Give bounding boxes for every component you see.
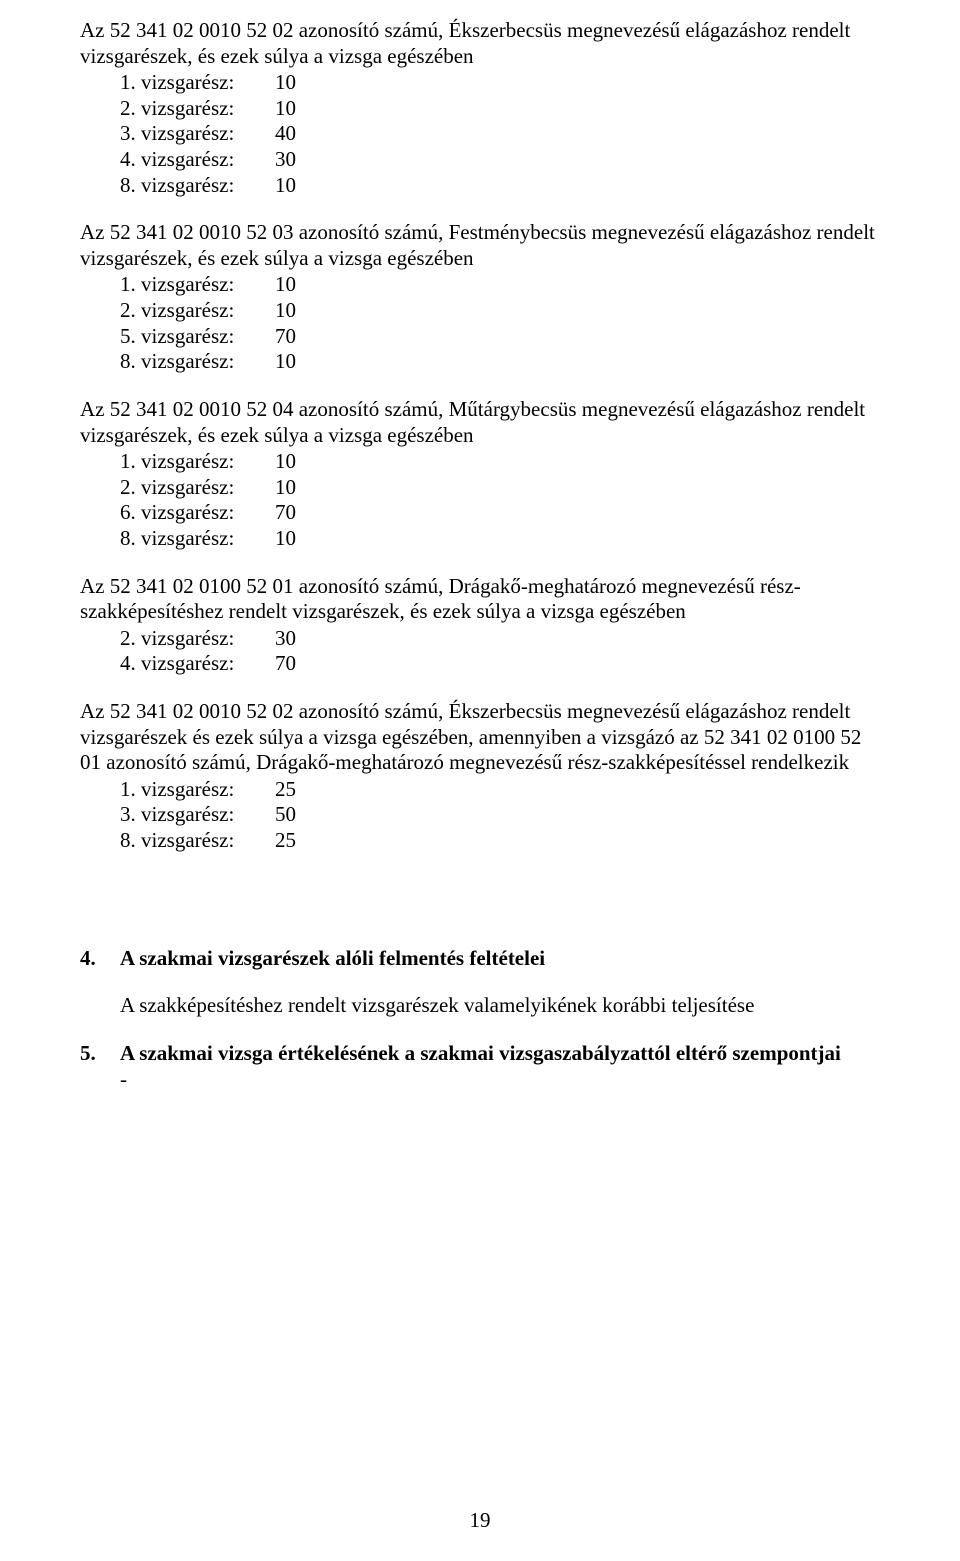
row-value: 10: [275, 298, 315, 324]
row-label: 2. vizsgarész:: [80, 96, 275, 122]
row-value: 10: [275, 96, 315, 122]
row-label: 8. vizsgarész:: [80, 526, 275, 552]
row-value: 30: [275, 147, 315, 173]
row-value: 10: [275, 526, 315, 552]
row-label: 1. vizsgarész:: [80, 70, 275, 96]
section-number: 5.: [80, 1041, 120, 1067]
block-intro: Az 52 341 02 0010 52 04 azonosító számú,…: [80, 397, 880, 448]
weight-row: 2. vizsgarész: 10: [80, 96, 880, 122]
row-value: 25: [275, 828, 315, 854]
weight-row: 1. vizsgarész: 10: [80, 272, 880, 298]
row-value: 70: [275, 324, 315, 350]
weight-row: 2. vizsgarész: 10: [80, 475, 880, 501]
section-5-heading: 5. A szakmai vizsga értékelésének a szak…: [80, 1041, 880, 1067]
row-value: 10: [275, 449, 315, 475]
weight-row: 2. vizsgarész: 10: [80, 298, 880, 324]
row-value: 70: [275, 500, 315, 526]
row-label: 1. vizsgarész:: [80, 272, 275, 298]
weight-row: 3. vizsgarész: 40: [80, 121, 880, 147]
spacer: [80, 876, 880, 946]
weight-rows: 1. vizsgarész: 25 3. vizsgarész: 50 8. v…: [80, 777, 880, 854]
weight-row: 1. vizsgarész: 10: [80, 449, 880, 475]
weight-row: 5. vizsgarész: 70: [80, 324, 880, 350]
section-4-heading: 4. A szakmai vizsgarészek alóli felmenté…: [80, 946, 880, 972]
row-value: 10: [275, 349, 315, 375]
weight-row: 4. vizsgarész: 70: [80, 651, 880, 677]
page-number: 19: [0, 1508, 960, 1533]
block-intro: Az 52 341 02 0010 52 03 azonosító számú,…: [80, 220, 880, 271]
row-label: 2. vizsgarész:: [80, 475, 275, 501]
row-value: 30: [275, 626, 315, 652]
row-label: 8. vizsgarész:: [80, 173, 275, 199]
weight-rows: 1. vizsgarész: 10 2. vizsgarész: 10 3. v…: [80, 70, 880, 198]
row-label: 4. vizsgarész:: [80, 651, 275, 677]
row-value: 10: [275, 475, 315, 501]
block-intro: Az 52 341 02 0100 52 01 azonosító számú,…: [80, 574, 880, 625]
weight-row: 1. vizsgarész: 25: [80, 777, 880, 803]
section-title: A szakmai vizsga értékelésének a szakmai…: [120, 1041, 841, 1067]
row-label: 3. vizsgarész:: [80, 121, 275, 147]
section-title: A szakmai vizsgarészek alóli felmentés f…: [120, 946, 545, 972]
row-label: 4. vizsgarész:: [80, 147, 275, 173]
weight-row: 8. vizsgarész: 10: [80, 173, 880, 199]
row-value: 10: [275, 272, 315, 298]
block-intro: Az 52 341 02 0010 52 02 azonosító számú,…: [80, 18, 880, 69]
weight-row: 3. vizsgarész: 50: [80, 802, 880, 828]
section-5-dash: -: [80, 1067, 880, 1093]
weight-row: 2. vizsgarész: 30: [80, 626, 880, 652]
weight-row: 4. vizsgarész: 30: [80, 147, 880, 173]
row-value: 70: [275, 651, 315, 677]
section-4-body: A szakképesítéshez rendelt vizsgarészek …: [80, 993, 880, 1019]
weight-row: 1. vizsgarész: 10: [80, 70, 880, 96]
row-label: 6. vizsgarész:: [80, 500, 275, 526]
section-number: 4.: [80, 946, 120, 972]
row-value: 10: [275, 173, 315, 199]
weight-rows: 2. vizsgarész: 30 4. vizsgarész: 70: [80, 626, 880, 677]
row-value: 40: [275, 121, 315, 147]
row-label: 2. vizsgarész:: [80, 298, 275, 324]
weight-row: 8. vizsgarész: 10: [80, 349, 880, 375]
row-label: 8. vizsgarész:: [80, 349, 275, 375]
row-label: 3. vizsgarész:: [80, 802, 275, 828]
row-label: 2. vizsgarész:: [80, 626, 275, 652]
weight-rows: 1. vizsgarész: 10 2. vizsgarész: 10 6. v…: [80, 449, 880, 551]
weight-row: 8. vizsgarész: 10: [80, 526, 880, 552]
row-value: 25: [275, 777, 315, 803]
row-label: 5. vizsgarész:: [80, 324, 275, 350]
weight-row: 6. vizsgarész: 70: [80, 500, 880, 526]
document-page: Az 52 341 02 0010 52 02 azonosító számú,…: [0, 0, 960, 1561]
weight-row: 8. vizsgarész: 25: [80, 828, 880, 854]
block-intro: Az 52 341 02 0010 52 02 azonosító számú,…: [80, 699, 880, 776]
row-label: 8. vizsgarész:: [80, 828, 275, 854]
row-value: 50: [275, 802, 315, 828]
row-label: 1. vizsgarész:: [80, 449, 275, 475]
row-label: 1. vizsgarész:: [80, 777, 275, 803]
row-value: 10: [275, 70, 315, 96]
weight-rows: 1. vizsgarész: 10 2. vizsgarész: 10 5. v…: [80, 272, 880, 374]
